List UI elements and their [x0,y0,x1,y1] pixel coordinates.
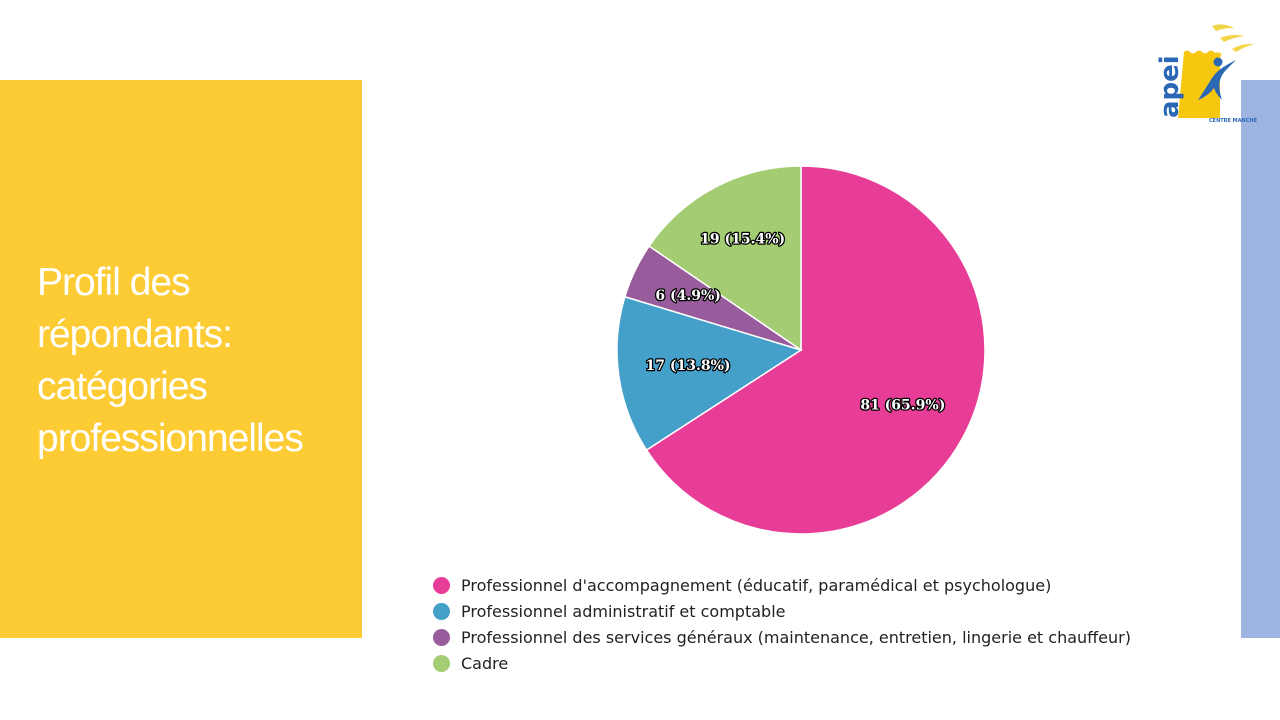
pie-slice-label: 17 (13.8%) [646,358,731,374]
logo-subtext: CENTRE MANCHE [1209,118,1258,124]
legend-item: Professionnel des services généraux (mai… [433,624,1233,650]
legend-item: Professionnel d'accompagnement (éducatif… [433,572,1233,598]
pie-slice [616,295,803,452]
legend-label: Professionnel d'accompagnement (éducatif… [461,575,1052,595]
legend-swatch [433,576,450,594]
logo-wordmark: apei [1158,55,1185,118]
pie-slice-label: 6 (4.9%) [655,288,721,304]
slide-title: Profil des répondants: catégories profes… [37,261,304,460]
pie-slice-label: 81 (65.9%) [860,397,945,413]
apei-logo-icon: apei CENTRE MANCHE [1155,24,1258,124]
title-panel [0,80,362,638]
legend-swatch [433,602,450,620]
pie-slice [645,165,986,535]
legend-label: Professionnel administratif et comptable [461,601,786,621]
legend-item: Cadre [433,650,1233,676]
chart-legend: Professionnel d'accompagnement (éducatif… [433,572,1233,676]
legend-item: Professionnel administratif et comptable [433,598,1233,624]
pie-labels: 81 (65.9%) 17 (13.8%) 6 (4.9%) 19 (15.4%) [644,230,946,415]
apei-logo: apei CENTRE MANCHE [1155,18,1262,128]
legend-swatch [433,654,450,672]
legend-label: Cadre [461,653,509,673]
legend-label: Professionnel des services généraux (mai… [461,627,1131,647]
pie-chart-svg: 81 (65.9%) 17 (13.8%) 6 (4.9%) 19 (15.4%) [616,165,986,535]
pie-chart: 81 (65.9%) 17 (13.8%) 6 (4.9%) 19 (15.4%) [560,150,1040,550]
legend-swatch [433,628,450,646]
pie-slices [616,165,986,535]
pie-slice-label: 19 (15.4%) [700,231,785,247]
pie-slice [648,165,802,352]
accent-bar [1241,80,1280,638]
